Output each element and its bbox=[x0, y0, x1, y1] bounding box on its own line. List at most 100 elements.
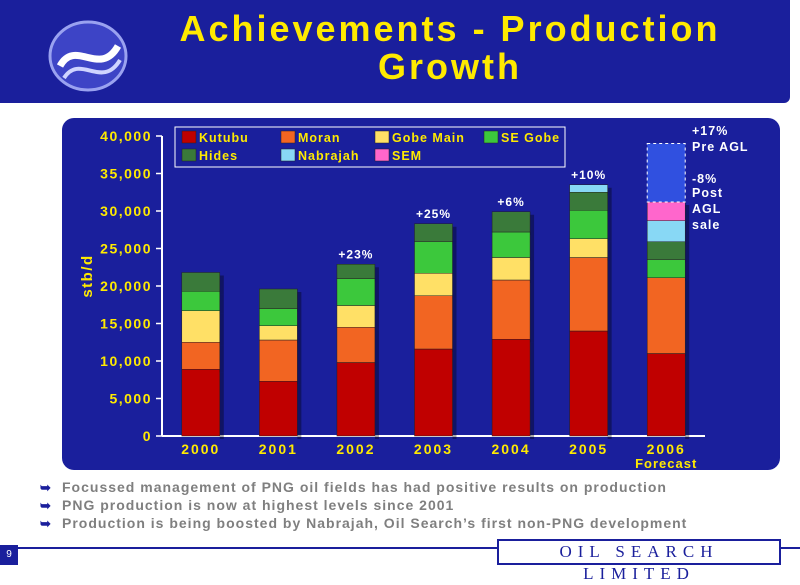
bar-segment-shadow bbox=[297, 384, 302, 439]
bar-segment bbox=[491, 257, 531, 281]
title-line-2: Growth bbox=[378, 46, 522, 87]
bar-segment-shadow bbox=[685, 262, 690, 281]
bar-segment-shadow bbox=[607, 260, 612, 334]
annotation-text: AGL bbox=[692, 202, 721, 216]
bar-segment-shadow bbox=[374, 365, 379, 439]
bar-segment-shadow bbox=[219, 372, 224, 439]
y-tick-label: 35,000 bbox=[100, 166, 152, 182]
bar-segment bbox=[259, 325, 298, 341]
x-tick-sublabel: Forecast bbox=[635, 456, 697, 470]
legend-label: SEM bbox=[392, 149, 422, 163]
bar-segment-shadow bbox=[685, 280, 690, 357]
legend-label: Gobe Main bbox=[392, 131, 465, 145]
annotation-text: sale bbox=[692, 218, 720, 232]
legend-box bbox=[174, 126, 566, 168]
bar-segment bbox=[181, 291, 221, 311]
bullet-text: Focussed management of PNG oil fields ha… bbox=[62, 479, 667, 495]
bar-segment-shadow bbox=[297, 292, 302, 312]
y-tick-label: 40,000 bbox=[100, 128, 152, 144]
bar-segment-shadow bbox=[607, 187, 612, 196]
bar-segment-shadow bbox=[685, 244, 690, 263]
bullet-list: ➥ Focussed management of PNG oil fields h… bbox=[40, 478, 780, 532]
bar-segment bbox=[569, 192, 608, 211]
title-line-1: Achievements - Production bbox=[179, 8, 721, 49]
legend-label: Nabrajah bbox=[298, 149, 360, 163]
bar-segment bbox=[414, 223, 453, 242]
bar-segment bbox=[259, 288, 298, 309]
bar-growth-label: +23% bbox=[338, 247, 373, 261]
bar-segment bbox=[259, 381, 298, 437]
bar-segment bbox=[181, 272, 221, 292]
legend-swatch bbox=[280, 148, 296, 162]
y-tick-label: 15,000 bbox=[100, 316, 152, 332]
legend-swatch bbox=[483, 130, 499, 144]
bar-growth-label: +10% bbox=[571, 168, 606, 182]
bar-segment bbox=[336, 305, 376, 328]
legend-swatch bbox=[181, 130, 197, 144]
arrow-icon: ➥ bbox=[40, 516, 52, 531]
legend-label: Hides bbox=[199, 149, 238, 163]
x-tick-label: 2003 bbox=[414, 441, 453, 457]
bar-segment-shadow bbox=[685, 356, 690, 439]
bar-growth-label: +25% bbox=[416, 207, 451, 221]
legend-swatch bbox=[280, 130, 296, 144]
page-number: 9 bbox=[0, 545, 18, 565]
bar-segment-shadow bbox=[452, 276, 457, 299]
bar-segment bbox=[569, 257, 608, 332]
bar-segment-shadow bbox=[219, 275, 224, 295]
x-tick-label: 2006 bbox=[647, 441, 686, 457]
production-chart: 0 5,000 10,000 15,000 20,000 25,000 30,000 35,0… bbox=[79, 124, 748, 470]
oil-search-logo bbox=[48, 20, 128, 92]
company-name: OIL SEARCH LIMITED bbox=[497, 539, 781, 583]
bullet-item: ➥ Production is being boosted by Nabrajah… bbox=[40, 514, 780, 532]
bar-segment-shadow bbox=[374, 330, 379, 366]
y-tick-label: 5,000 bbox=[109, 391, 152, 407]
bullet-text: PNG production is now at highest levels … bbox=[62, 497, 455, 513]
bar-segment bbox=[569, 210, 608, 239]
legend-label: Kutubu bbox=[199, 131, 249, 145]
bar-segment-shadow bbox=[374, 308, 379, 331]
bar-segment bbox=[181, 310, 221, 343]
bar-segment-shadow bbox=[530, 260, 535, 283]
bar-segment-shadow bbox=[219, 313, 224, 346]
bar-segment-shadow bbox=[530, 283, 535, 343]
bar-segment-shadow bbox=[452, 298, 457, 352]
bullet-item: ➥ PNG production is now at highest levels… bbox=[40, 496, 780, 514]
bar-segment bbox=[336, 327, 376, 363]
bar-segment-shadow bbox=[452, 352, 457, 439]
bar-segment-shadow bbox=[219, 294, 224, 314]
bar-segment-shadow bbox=[452, 226, 457, 245]
legend-swatch bbox=[181, 148, 197, 162]
footer-rule bbox=[0, 547, 800, 549]
bar-segment bbox=[414, 295, 453, 350]
bullet-text: Production is being boosted by Nabrajah,… bbox=[62, 515, 688, 531]
bar-segment bbox=[181, 342, 221, 370]
bar-segment-shadow bbox=[607, 334, 612, 439]
arrow-icon: ➥ bbox=[40, 480, 52, 495]
bar-segment bbox=[646, 241, 686, 260]
bar-segment bbox=[336, 278, 376, 306]
bar-segment bbox=[646, 220, 686, 242]
bar-segment bbox=[491, 279, 531, 340]
bar-segment bbox=[569, 184, 608, 193]
bar-segment bbox=[259, 339, 298, 382]
annotation-text: Post bbox=[692, 186, 723, 200]
bar-segment-shadow bbox=[297, 328, 302, 343]
bar-segment bbox=[414, 273, 453, 296]
bar-segment-shadow bbox=[219, 345, 224, 373]
bar-segment bbox=[646, 201, 686, 221]
y-tick-label: 25,000 bbox=[100, 241, 152, 257]
bar-segment bbox=[491, 211, 531, 233]
y-axis-label: stb/d bbox=[79, 254, 96, 297]
bar-growth-label: +6% bbox=[497, 195, 524, 209]
annotation-text: -8% bbox=[692, 172, 717, 186]
bar-segment-shadow bbox=[374, 281, 379, 309]
y-tick-label: 30,000 bbox=[100, 203, 152, 219]
x-tick-label: 2005 bbox=[569, 441, 608, 457]
bar-segment-shadow bbox=[530, 214, 535, 235]
bar-segment-shadow bbox=[297, 343, 302, 385]
bar-segment bbox=[491, 231, 531, 258]
bar-segment bbox=[569, 330, 608, 437]
bar-segment-shadow bbox=[452, 244, 457, 277]
bar-segment bbox=[646, 277, 686, 354]
